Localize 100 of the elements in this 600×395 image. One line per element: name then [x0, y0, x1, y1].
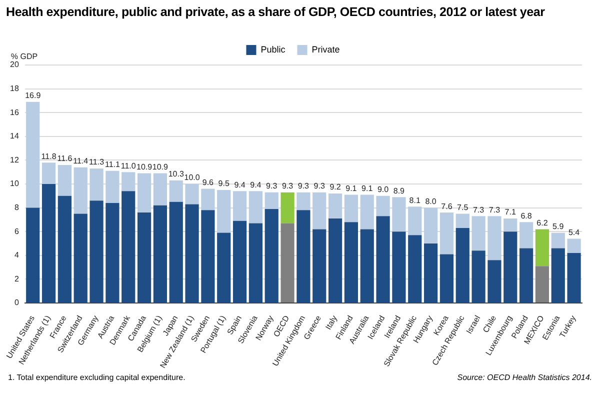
total-label: 7.3	[488, 205, 501, 214]
total-label: 6.2	[536, 218, 548, 228]
bar	[122, 191, 136, 302]
total-label: 9.4	[250, 180, 262, 190]
total-label: 9.1	[362, 184, 374, 193]
bar	[472, 250, 486, 302]
bar	[344, 194, 358, 222]
source-note: Source: OECD Health Statistics 2014.	[457, 373, 592, 382]
bar	[106, 203, 120, 302]
bar	[264, 192, 278, 209]
total-label: 11.4	[73, 156, 89, 166]
bar	[90, 200, 104, 302]
bar	[424, 208, 438, 244]
y-tick-label: 12	[10, 155, 20, 164]
bar	[504, 232, 518, 302]
bar	[392, 232, 406, 302]
bar	[392, 197, 406, 232]
bar	[42, 184, 56, 302]
bar	[360, 194, 374, 230]
total-label: 6.8	[520, 211, 532, 220]
total-label: 10.9	[136, 162, 153, 172]
chart-title: Health expenditure, public and private, as a share of GDP, OECD countries, 2012 or latest year	[5, 4, 546, 21]
total-label: 9.3	[314, 182, 326, 191]
total-label: 8.1	[409, 196, 421, 205]
total-label: 11.0	[120, 161, 136, 170]
bar	[169, 180, 183, 202]
total-label: 11.3	[89, 158, 105, 167]
y-tick-label: 2	[14, 274, 20, 284]
bar	[169, 202, 183, 302]
total-label: 9.3	[266, 182, 278, 191]
total-label: 10.0	[184, 173, 200, 182]
bar	[106, 170, 120, 204]
bar	[201, 210, 215, 302]
total-label: 16.9	[25, 91, 42, 100]
bar	[551, 232, 565, 248]
bar	[26, 208, 40, 302]
bar	[567, 253, 581, 302]
bar	[344, 222, 358, 302]
bar	[376, 196, 390, 216]
total-label: 9.2	[330, 182, 342, 192]
bar	[504, 218, 518, 232]
bar	[376, 216, 390, 302]
bar	[408, 206, 422, 236]
bar	[74, 167, 88, 214]
y-axis-title: % GDP	[10, 52, 38, 62]
bar	[488, 260, 502, 302]
bar	[153, 205, 167, 302]
bar	[74, 214, 88, 302]
bar	[360, 229, 374, 302]
bar	[424, 243, 438, 302]
total-label: 10.9	[152, 162, 169, 172]
total-label: 9.5	[218, 179, 230, 188]
bar	[90, 168, 104, 201]
total-label: 9.1	[346, 184, 358, 193]
y-tick-label: 4	[14, 250, 20, 260]
y-tick-label: 8	[14, 202, 20, 212]
bar	[264, 208, 278, 302]
total-label: 5.9	[552, 222, 564, 231]
y-tick-label: 18	[10, 84, 20, 93]
y-tick-label: 14	[10, 132, 20, 141]
bar	[519, 248, 534, 302]
bar	[248, 223, 263, 302]
bar	[551, 248, 565, 302]
total-label: 9.3	[282, 182, 294, 191]
bar	[535, 266, 550, 302]
y-tick-label: 10	[10, 179, 20, 188]
bar	[122, 172, 136, 192]
bar	[232, 220, 247, 302]
bar	[232, 191, 247, 221]
bar	[58, 196, 72, 302]
bar	[488, 216, 502, 260]
bar	[519, 222, 534, 248]
y-tick-label: 0	[14, 298, 20, 308]
total-label: 7.3	[472, 205, 485, 214]
bar	[217, 190, 231, 233]
total-label: 11.1	[104, 160, 120, 170]
bar	[328, 218, 342, 302]
bar	[185, 204, 199, 302]
bar	[201, 188, 215, 210]
y-tick-label: 6	[14, 226, 20, 236]
bar	[137, 173, 152, 213]
bar	[296, 210, 310, 302]
bar	[328, 194, 342, 218]
bar	[312, 229, 326, 302]
bar	[58, 164, 72, 196]
bar	[137, 212, 152, 302]
y-tick-label: 16	[10, 108, 20, 117]
bar	[440, 254, 454, 302]
total-label: 7.5	[457, 202, 469, 212]
bar	[42, 162, 56, 184]
y-tick-label: 20	[10, 60, 20, 70]
total-label: 7.1	[504, 208, 516, 217]
total-label: 8.9	[393, 186, 406, 196]
bar	[472, 216, 486, 251]
text: 1. Total expenditure excluding capital expenditure.	[8, 373, 186, 382]
bar	[535, 229, 550, 266]
bar	[456, 214, 470, 228]
total-label: 9.4	[234, 180, 246, 190]
bar	[296, 192, 310, 210]
bar	[456, 228, 470, 302]
